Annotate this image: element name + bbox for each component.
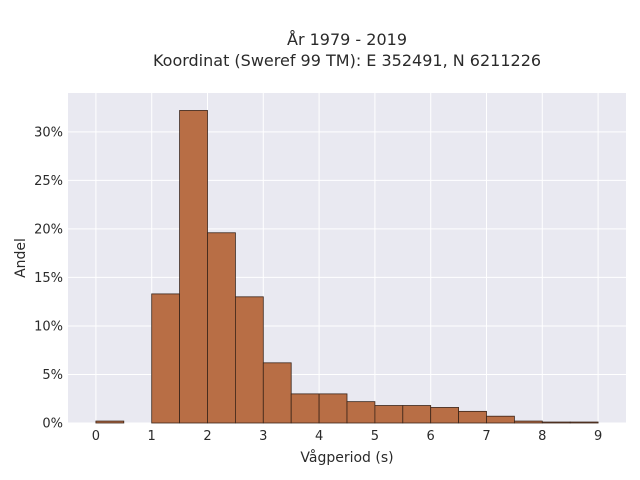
histogram-bar <box>458 410 487 424</box>
x-tick-label: 6 <box>427 429 435 444</box>
x-tick-label: 1 <box>148 429 156 444</box>
histogram-bar <box>95 420 125 424</box>
histogram-bar <box>402 405 432 424</box>
y-tick-label: 10% <box>34 319 63 334</box>
x-tick-label: 7 <box>482 429 490 444</box>
histogram-bar <box>374 405 404 424</box>
histogram-bar <box>262 362 292 424</box>
y-tick-label: 25% <box>34 174 63 189</box>
histogram-bar <box>346 401 376 424</box>
chart-title-line-2: Koordinat (Sweref 99 TM): E 352491, N 62… <box>153 51 541 70</box>
x-tick-labels: 0 1 2 3 4 5 6 7 8 9 <box>92 429 602 444</box>
x-tick-label: 4 <box>315 429 323 444</box>
histogram-bar <box>151 293 180 424</box>
histogram-bar <box>290 393 320 424</box>
x-tick-label: 8 <box>538 429 546 444</box>
y-tick-label: 0% <box>42 417 63 432</box>
histogram-bar <box>569 421 599 424</box>
histogram-bar <box>234 296 264 424</box>
histogram-bar <box>430 407 460 424</box>
y-tick-label: 15% <box>34 271 63 286</box>
histogram-bar <box>318 393 348 424</box>
y-axis-label: Andel <box>13 238 29 278</box>
histogram-bar <box>207 232 236 424</box>
y-tick-label: 20% <box>34 222 63 237</box>
x-tick-label: 5 <box>371 429 379 444</box>
chart-title-line-1: År 1979 - 2019 <box>287 30 407 49</box>
y-tick-labels: 0% 5% 10% 15% 20% 25% 30% <box>34 125 63 431</box>
histogram-bar <box>514 420 543 424</box>
x-tick-label: 3 <box>259 429 267 444</box>
y-tick-label: 30% <box>34 125 63 140</box>
x-tick-label: 0 <box>92 429 100 444</box>
histogram-bar <box>486 415 515 424</box>
histogram-bar <box>541 421 571 424</box>
x-tick-label: 2 <box>203 429 211 444</box>
bar-series <box>95 110 599 424</box>
y-tick-label: 5% <box>42 368 63 383</box>
x-tick-label: 9 <box>594 429 602 444</box>
histogram-bar <box>179 110 208 424</box>
x-axis-label: Vågperiod (s) <box>300 449 393 466</box>
